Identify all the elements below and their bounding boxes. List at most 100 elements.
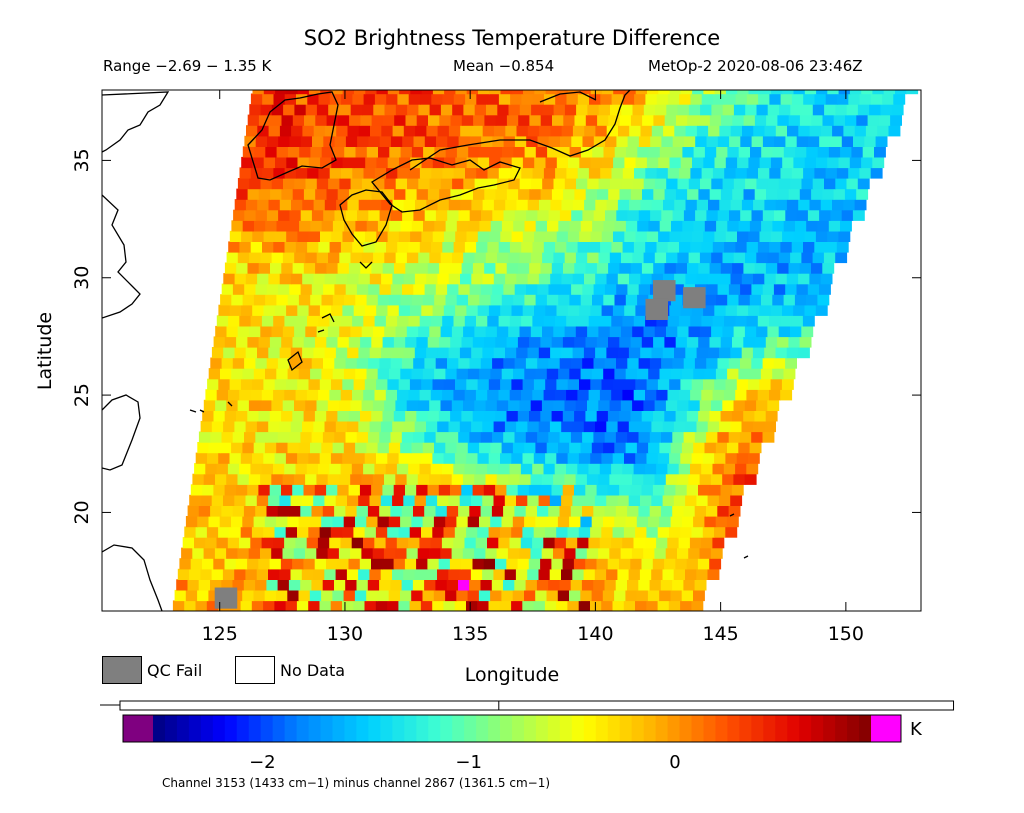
- heatmap-cell: [577, 241, 590, 253]
- heatmap-cell: [262, 167, 274, 179]
- heatmap-cell: [506, 262, 519, 274]
- heatmap-cell: [643, 325, 656, 338]
- heatmap-cell: [445, 294, 458, 306]
- heatmap-cell: [612, 304, 625, 316]
- heatmap-cell: [300, 505, 313, 517]
- heatmap-cell: [353, 600, 366, 611]
- heatmap-cell: [389, 146, 402, 158]
- heatmap-cell: [812, 251, 825, 264]
- heatmap-cell: [292, 262, 305, 274]
- heatmap-cell: [620, 399, 633, 411]
- heatmap-cell: [757, 315, 770, 327]
- heatmap-cell: [319, 378, 332, 390]
- heatmap-cell: [234, 199, 247, 211]
- heatmap-cell: [614, 220, 627, 232]
- heatmap-cell: [667, 167, 680, 179]
- heatmap-cell: [743, 114, 756, 126]
- heatmap-cell: [458, 579, 470, 591]
- heatmap-cell: [538, 494, 551, 506]
- x-tick-label: 145: [703, 623, 739, 645]
- heatmap-cell: [554, 463, 567, 475]
- heatmap-cell: [736, 378, 749, 390]
- heatmap-cell: [416, 114, 429, 126]
- heatmap-cell: [308, 156, 321, 169]
- heatmap-cell: [619, 336, 632, 348]
- heatmap-cell: [405, 410, 417, 422]
- heatmap-cell: [265, 220, 278, 232]
- colorbar-segment: [512, 715, 525, 742]
- heatmap-cell: [385, 315, 398, 327]
- heatmap-cell: [816, 90, 828, 95]
- heatmap-cell: [453, 93, 466, 105]
- heatmap-cell: [796, 135, 809, 147]
- heatmap-cell: [435, 209, 448, 221]
- heatmap-cell: [727, 294, 740, 306]
- heatmap-cell: [598, 399, 611, 411]
- heatmap-cell: [224, 336, 237, 348]
- heatmap-cell: [485, 251, 498, 264]
- heatmap-cell: [588, 241, 601, 253]
- heatmap-cell: [525, 431, 538, 443]
- heatmap-cell: [174, 589, 187, 602]
- heatmap-cell: [696, 347, 709, 359]
- heatmap-cell: [369, 494, 382, 506]
- heatmap-cell: [601, 156, 614, 169]
- heatmap-cell: [368, 135, 381, 147]
- heatmap-cell: [677, 251, 690, 264]
- heatmap-cell: [736, 304, 749, 316]
- heatmap-cell: [812, 104, 825, 116]
- heatmap-cell: [530, 399, 543, 411]
- heatmap-cell: [302, 347, 314, 359]
- heatmap-cell: [702, 526, 715, 538]
- heatmap-cell: [638, 283, 651, 295]
- heatmap-cell: [630, 484, 643, 496]
- heatmap-cell: [540, 558, 552, 570]
- heatmap-cell: [394, 262, 406, 274]
- heatmap-cell: [524, 589, 536, 602]
- heatmap-cell: [749, 220, 762, 232]
- heatmap-cell: [561, 125, 574, 137]
- heatmap-cell: [326, 558, 338, 570]
- heatmap-cell: [342, 600, 354, 611]
- heatmap-cell: [619, 262, 632, 274]
- heatmap-cell: [798, 273, 810, 285]
- heatmap-cell: [759, 90, 772, 95]
- heatmap-cell: [542, 325, 554, 338]
- heatmap-cell: [638, 431, 651, 443]
- heatmap-cell: [601, 600, 614, 611]
- heatmap-cell: [358, 494, 371, 506]
- heatmap-cell: [707, 568, 720, 580]
- heatmap-cell: [690, 93, 703, 105]
- heatmap-cell: [715, 442, 728, 454]
- heatmap-cell: [347, 273, 360, 285]
- heatmap-cell: [498, 167, 511, 179]
- heatmap-cell: [635, 230, 648, 242]
- heatmap-cell: [815, 230, 828, 242]
- heatmap-cell: [561, 273, 574, 285]
- heatmap-cell: [542, 251, 554, 264]
- heatmap-cell: [282, 325, 295, 338]
- heatmap-cell: [194, 463, 206, 475]
- heatmap-cell: [288, 579, 301, 591]
- heatmap-cell: [735, 315, 748, 327]
- heatmap-cell: [247, 558, 259, 570]
- heatmap-cell: [224, 410, 237, 422]
- heatmap-cell: [374, 315, 387, 327]
- heatmap-cell: [735, 167, 748, 179]
- heatmap-cell: [247, 484, 260, 496]
- heatmap-cell: [211, 568, 224, 580]
- coastline-honshu-north: [539, 91, 597, 103]
- heatmap-cell: [254, 146, 266, 158]
- heatmap-cell: [511, 452, 524, 464]
- heatmap-cell: [419, 315, 432, 327]
- heatmap-cell: [587, 251, 600, 264]
- heatmap-cell: [306, 463, 319, 475]
- heatmap-cell: [459, 568, 472, 580]
- heatmap-cell: [390, 283, 403, 295]
- heatmap-cell: [415, 125, 427, 137]
- heatmap-cell: [746, 241, 759, 253]
- heatmap-cell: [525, 505, 538, 517]
- heatmap-cell: [387, 230, 400, 242]
- heatmap-cell: [707, 494, 720, 506]
- heatmap-cell: [511, 526, 524, 538]
